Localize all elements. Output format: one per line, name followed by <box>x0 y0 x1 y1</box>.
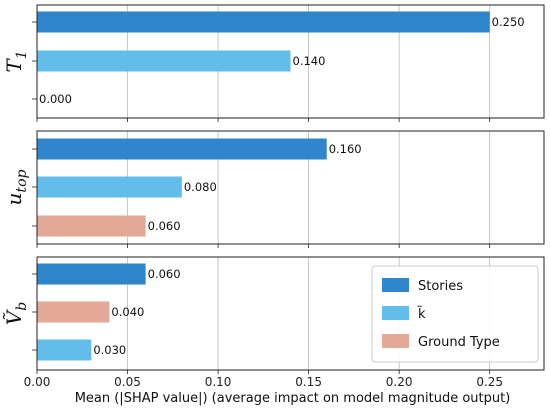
legend-swatch <box>382 334 409 348</box>
panel-y-label: Ṽb <box>2 302 30 325</box>
bar-value-label: 0.060 <box>148 267 181 281</box>
legend-label: Stories <box>418 279 463 294</box>
bar <box>37 339 92 361</box>
legend-box <box>371 265 539 363</box>
x-tick-label: 0.25 <box>476 375 503 389</box>
x-tick-label: 0.20 <box>386 375 413 389</box>
bar-value-label: 0.040 <box>111 305 144 319</box>
bar-value-label: 0.060 <box>148 219 181 233</box>
bar <box>37 11 490 33</box>
panel-y-label-main: u <box>2 193 26 206</box>
panel-y-label-subscript: b <box>14 302 30 311</box>
legend-swatch <box>382 278 409 292</box>
bar <box>37 138 327 160</box>
x-tick-label: 0.00 <box>24 375 51 389</box>
panel-y-label-main: Ṽ <box>2 308 26 325</box>
bar <box>37 50 291 72</box>
bar-value-label: 0.160 <box>329 142 362 156</box>
x-tick-label: 0.10 <box>205 375 232 389</box>
panel-y-label-subscript: top <box>14 170 30 193</box>
bar-value-label: 0.080 <box>184 180 217 194</box>
bar <box>37 263 146 285</box>
bar <box>37 215 146 237</box>
panel-y-label: utop <box>2 170 30 206</box>
bar-value-label: 0.140 <box>293 54 326 68</box>
bar-value-label: 0.030 <box>93 343 126 357</box>
panel-frame <box>36 130 545 245</box>
panel-y-label: T1 <box>2 50 30 72</box>
bar <box>37 301 110 323</box>
x-axis-title: Mean (|SHAP value|) (average impact on m… <box>75 391 511 406</box>
bar <box>37 176 182 198</box>
legend-swatch <box>382 306 409 320</box>
panel-y-label-main: T <box>2 58 26 73</box>
panel-frame <box>36 256 545 371</box>
legend-label: Ground Type <box>418 335 500 350</box>
bar-value-label: 0.250 <box>492 15 525 29</box>
legend-label: k̃ <box>417 307 426 322</box>
panel-frame <box>36 4 545 119</box>
bar-value-label: 0.000 <box>39 92 72 106</box>
panel-y-label-subscript: 1 <box>14 50 30 59</box>
x-tick-label: 0.05 <box>114 375 141 389</box>
x-tick-label: 0.15 <box>295 375 322 389</box>
